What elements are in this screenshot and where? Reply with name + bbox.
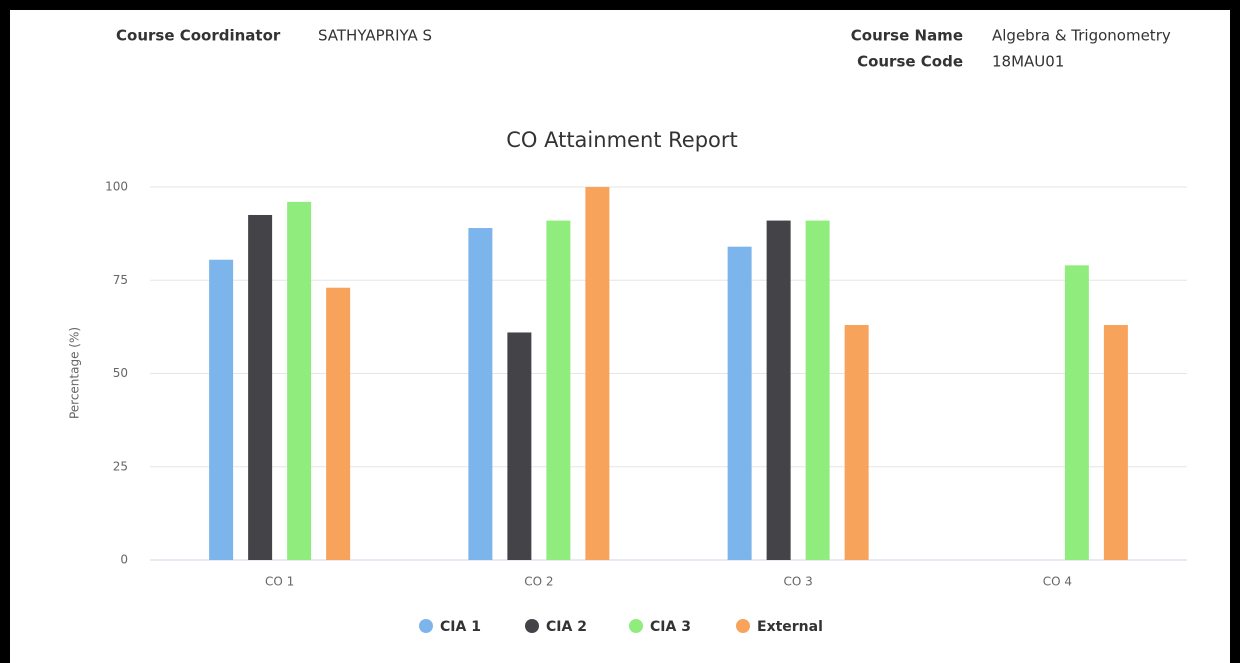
legend-marker [419, 619, 433, 633]
legend-marker [736, 619, 750, 633]
coordinator: SATHYAPRIYA S [318, 27, 432, 45]
x-tick-label: CO 2 [524, 575, 553, 589]
legend-label: CIA 2 [546, 619, 587, 635]
legend-label: CIA 3 [650, 619, 691, 635]
bar [209, 259, 234, 560]
y-tick-label: 100 [105, 180, 128, 194]
y-tick-label: 25 [113, 459, 128, 473]
bar [287, 201, 312, 561]
bar [468, 228, 493, 560]
legend-marker [525, 619, 539, 633]
bar [1103, 325, 1128, 560]
bar [805, 220, 830, 560]
x-tick-label: CO 3 [783, 575, 812, 589]
bar [326, 287, 351, 560]
bar [248, 214, 273, 560]
bar [727, 246, 752, 560]
bar [1064, 265, 1089, 560]
y-tick-label: 0 [120, 553, 128, 567]
course-name: Algebra & Trigonometry [992, 27, 1171, 45]
course-code: 18MAU01 [992, 53, 1064, 71]
legend-marker [629, 619, 643, 633]
course-code-label: Course Code [857, 53, 963, 71]
bar [507, 332, 532, 560]
y-tick-label: 75 [113, 273, 128, 287]
chart-title: CO Attainment Report [506, 128, 738, 152]
bar [766, 220, 791, 560]
coordinator-label: Course Coordinator [116, 27, 281, 45]
x-tick-label: CO 1 [265, 575, 294, 589]
bar [546, 220, 571, 560]
y-axis-label: Percentage (%) [68, 327, 82, 419]
bar [844, 325, 869, 560]
y-tick-label: 50 [113, 366, 128, 380]
legend-label: External [757, 619, 823, 635]
course-name-label: Course Name [851, 27, 963, 45]
bar [585, 187, 610, 560]
x-tick-label: CO 4 [1043, 575, 1072, 589]
legend-label: CIA 1 [440, 619, 481, 635]
